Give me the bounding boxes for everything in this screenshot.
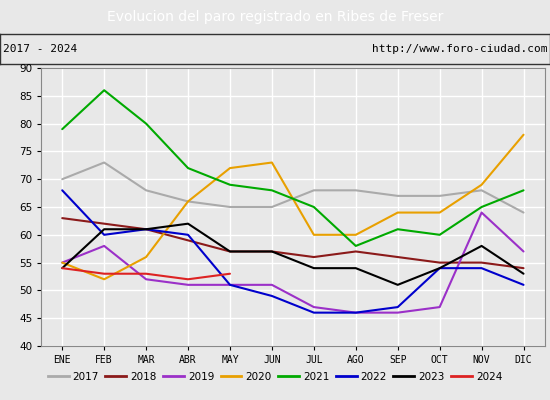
Legend: 2017, 2018, 2019, 2020, 2021, 2022, 2023, 2024: 2017, 2018, 2019, 2020, 2021, 2022, 2023…: [43, 368, 507, 386]
Text: http://www.foro-ciudad.com: http://www.foro-ciudad.com: [372, 44, 547, 54]
Text: Evolucion del paro registrado en Ribes de Freser: Evolucion del paro registrado en Ribes d…: [107, 10, 443, 24]
Text: 2017 - 2024: 2017 - 2024: [3, 44, 77, 54]
